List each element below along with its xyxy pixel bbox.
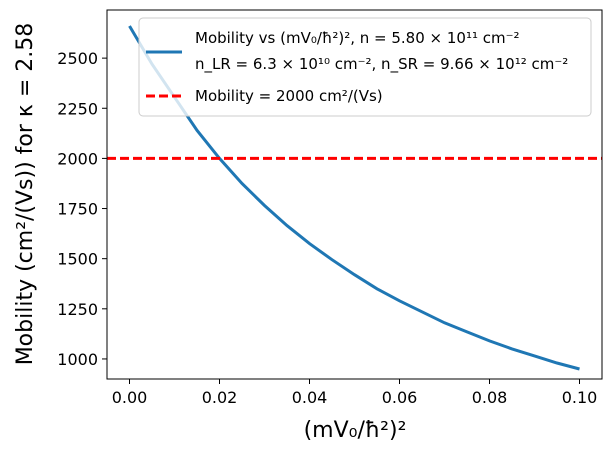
y-tick-label: 2250 — [57, 99, 98, 118]
x-axis-ticks: 0.00 0.02 0.04 0.06 0.08 0.10 — [112, 379, 598, 407]
y-tick-label: 2500 — [57, 49, 98, 68]
legend-label-mobility-line2: n_LR = 6.3 × 10¹⁰ cm⁻², n_SR = 9.66 × 10… — [195, 55, 568, 74]
x-tick-label: 0.00 — [112, 388, 148, 407]
series-line-mobility — [128, 25, 580, 371]
y-tick-label: 1500 — [57, 250, 98, 269]
x-tick-label: 0.04 — [292, 388, 328, 407]
y-tick-label: 1000 — [57, 350, 98, 369]
plot-frame — [106, 9, 603, 380]
y-tick-label: 1250 — [57, 300, 98, 319]
x-tick-label: 0.06 — [382, 388, 418, 407]
plot-area — [107, 25, 602, 371]
y-tick-label: 1750 — [57, 200, 98, 219]
legend-label-mobility-line1: Mobility vs (mV₀/ħ²)², n = 5.80 × 10¹¹ c… — [195, 29, 520, 47]
x-tick-label: 0.02 — [202, 388, 238, 407]
y-axis-title: Mobility (cm²/(Vs)) for κ = 2.58 — [13, 23, 38, 366]
y-tick-label: 2000 — [57, 149, 98, 168]
x-tick-label: 0.10 — [562, 388, 598, 407]
legend: Mobility vs (mV₀/ħ²)², n = 5.80 × 10¹¹ c… — [138, 17, 592, 117]
y-axis-ticks: 1000 1250 1500 1750 2000 2250 2500 — [57, 49, 107, 369]
x-axis-title: (mV₀/ħ²)² — [304, 418, 407, 443]
legend-box — [138, 17, 592, 117]
x-tick-label: 0.08 — [472, 388, 508, 407]
legend-label-reference: Mobility = 2000 cm²/(Vs) — [195, 87, 383, 105]
